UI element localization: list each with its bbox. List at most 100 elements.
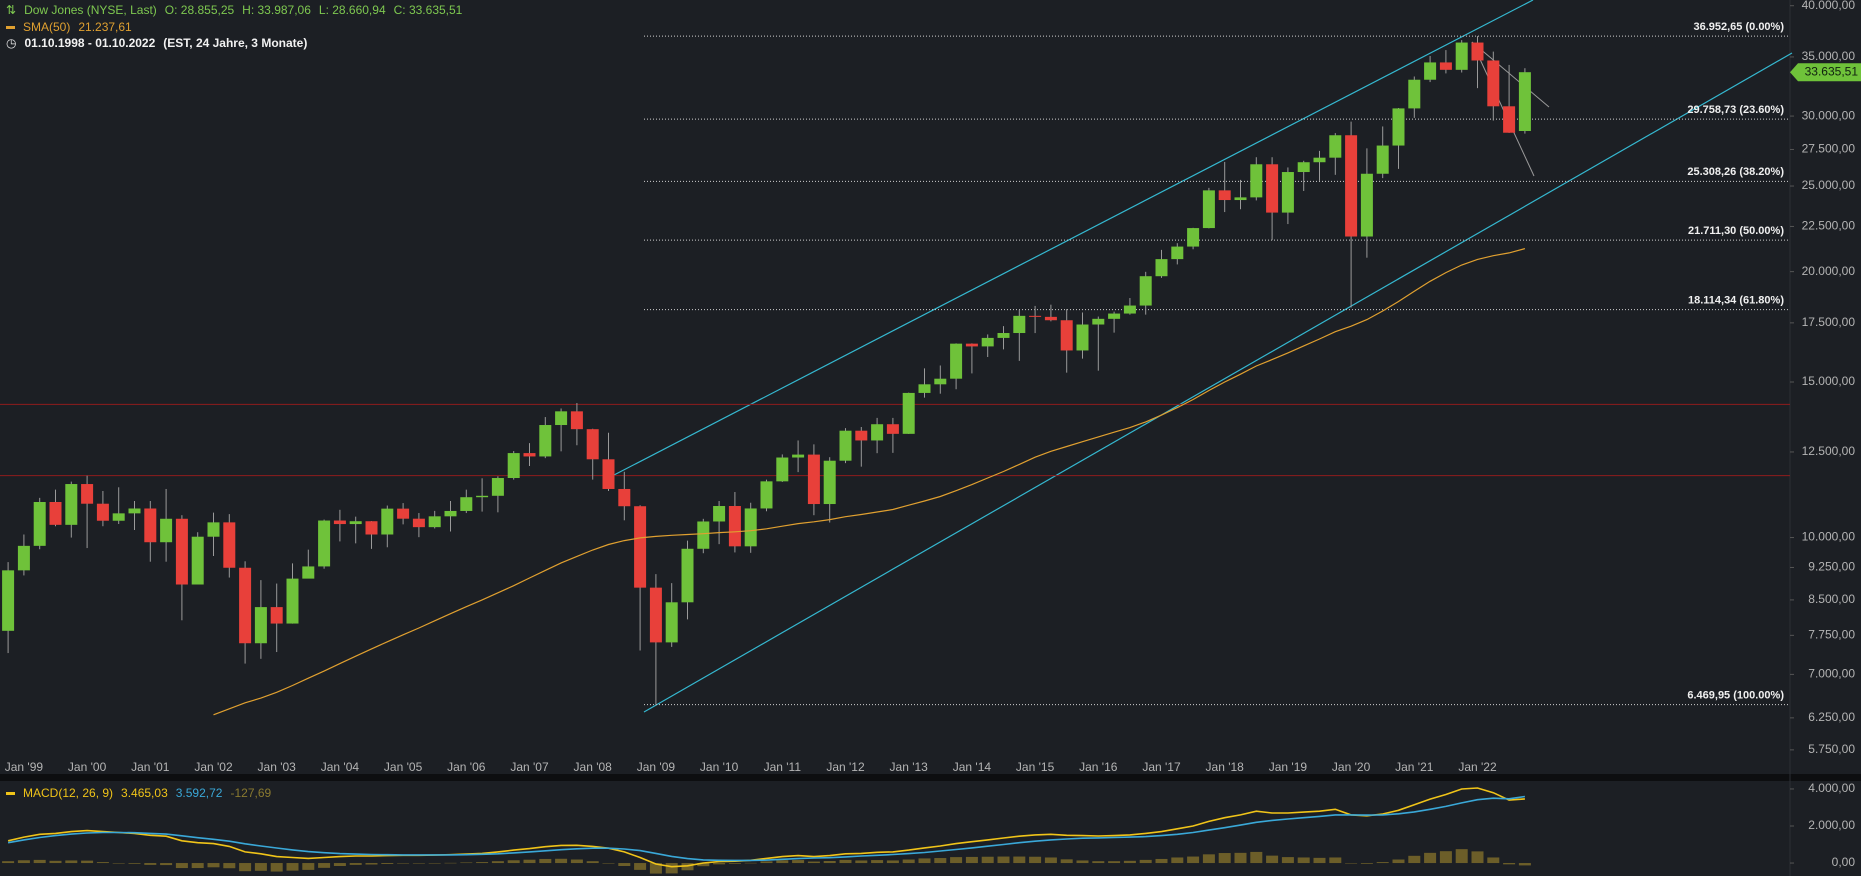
- histogram-bar: [981, 856, 994, 864]
- histogram-bar: [555, 858, 568, 864]
- fib-label: 36.952,65 (0.00%): [1693, 21, 1784, 33]
- candle-body: [1518, 72, 1531, 132]
- y-tick-label: 22.500,00: [1802, 219, 1856, 233]
- histogram-bar: [1250, 851, 1263, 864]
- histogram-bar: [428, 863, 441, 864]
- legend-entry: MACD(12, 26, 9): [23, 786, 114, 800]
- histogram-bar: [539, 858, 552, 864]
- candle-body: [81, 484, 94, 504]
- candle-body: [270, 607, 283, 624]
- candle-body: [112, 513, 125, 521]
- histogram-bar: [965, 856, 978, 864]
- legend-value: -127,69: [230, 786, 272, 800]
- histogram-bar: [397, 863, 410, 864]
- y-tick-label: 6.250,00: [1808, 710, 1855, 724]
- histogram-bar: [1092, 861, 1105, 864]
- y-tick-label: 7.750,00: [1808, 628, 1855, 642]
- candle-body: [618, 488, 631, 507]
- x-tick-label: Jan '21: [1395, 760, 1434, 774]
- candle-body: [871, 424, 884, 441]
- candle-body: [1297, 162, 1310, 173]
- histogram-bar: [855, 860, 868, 864]
- candle-body: [128, 508, 141, 514]
- histogram-bar: [318, 863, 331, 868]
- fib-label: 6.469,95 (100.00%): [1687, 690, 1784, 702]
- candle-body: [555, 411, 568, 426]
- histogram-bar: [33, 859, 46, 864]
- candle-body: [760, 481, 773, 509]
- candle-body: [1487, 60, 1500, 107]
- x-tick-label: Jan '00: [68, 760, 107, 774]
- histogram-bar: [1313, 857, 1326, 864]
- ohlc-label: C: 33.635,51: [393, 3, 463, 17]
- legend-entry: SMA(50): [23, 20, 71, 34]
- histogram-bar: [81, 860, 94, 864]
- candle-body: [412, 518, 425, 528]
- candle-body: [523, 453, 536, 457]
- histogram-bar: [1218, 853, 1231, 864]
- histogram-bar: [175, 863, 188, 869]
- histogram-bar: [223, 863, 236, 869]
- candle-body: [65, 484, 78, 525]
- candle-body: [697, 521, 710, 549]
- histogram-bar: [1424, 852, 1437, 864]
- x-tick-label: Jan '02: [194, 760, 233, 774]
- histogram-bar: [365, 863, 378, 865]
- candle-body: [1345, 135, 1358, 237]
- y-tick-label: 35.000,00: [1802, 49, 1856, 63]
- histogram-bar: [760, 861, 773, 864]
- candle-body: [33, 502, 46, 546]
- candle-body: [1313, 157, 1326, 163]
- legend-value: 3.592,72: [175, 786, 223, 800]
- price-tag-label: 33.635,51: [1805, 64, 1859, 78]
- histogram-bar: [1360, 863, 1373, 864]
- histogram-bar: [239, 863, 252, 872]
- icon: ⇅: [6, 3, 17, 17]
- histogram-bar: [634, 863, 647, 870]
- candle-body: [144, 508, 157, 543]
- histogram-bar: [381, 863, 394, 864]
- histogram-bar: [823, 861, 836, 864]
- histogram-bar: [728, 863, 741, 864]
- histogram-bar: [1155, 858, 1168, 864]
- candle-body: [397, 508, 410, 519]
- header-macd: MACD(12, 26, 9) 3.465,03 3.592,72 -127,6…: [6, 786, 271, 800]
- histogram-bar: [713, 863, 726, 865]
- ohlc-label: H: 33.987,06: [242, 3, 311, 17]
- histogram-bar: [476, 862, 489, 864]
- y-tick-label: 25.000,00: [1802, 178, 1856, 192]
- candle-body: [1408, 79, 1421, 109]
- candle-body: [934, 378, 947, 385]
- candle-body: [1029, 315, 1042, 317]
- x-tick-label: Jan '05: [384, 760, 423, 774]
- histogram-bar: [302, 863, 315, 870]
- histogram-bar: [1202, 854, 1215, 864]
- candle-body: [634, 506, 647, 588]
- y-tick-label: 17.500,00: [1802, 315, 1856, 329]
- histogram-bar: [491, 861, 504, 864]
- candle-body: [1013, 315, 1026, 334]
- histogram-bar: [1345, 863, 1358, 864]
- candle-body: [665, 602, 678, 643]
- histogram-bar: [2, 861, 15, 864]
- candle-body: [570, 411, 583, 430]
- candle-body: [349, 521, 362, 525]
- histogram-bar: [286, 863, 299, 871]
- histogram-bar: [191, 863, 204, 869]
- histogram-bar: [1108, 861, 1121, 864]
- histogram-bar: [254, 863, 267, 871]
- macd-line: [7, 787, 1525, 868]
- trend-line: [1471, 41, 1535, 177]
- legend-swatch: [6, 791, 15, 795]
- candle-body: [444, 510, 457, 517]
- histogram-bar: [96, 862, 109, 864]
- candle-body: [997, 333, 1010, 338]
- histogram-bar: [1266, 855, 1279, 864]
- candle-body: [239, 567, 252, 644]
- histogram-bar: [112, 863, 125, 864]
- y-tick-label: 10.000,00: [1802, 530, 1856, 544]
- candle-body: [1392, 108, 1405, 146]
- histogram-bar: [839, 859, 852, 864]
